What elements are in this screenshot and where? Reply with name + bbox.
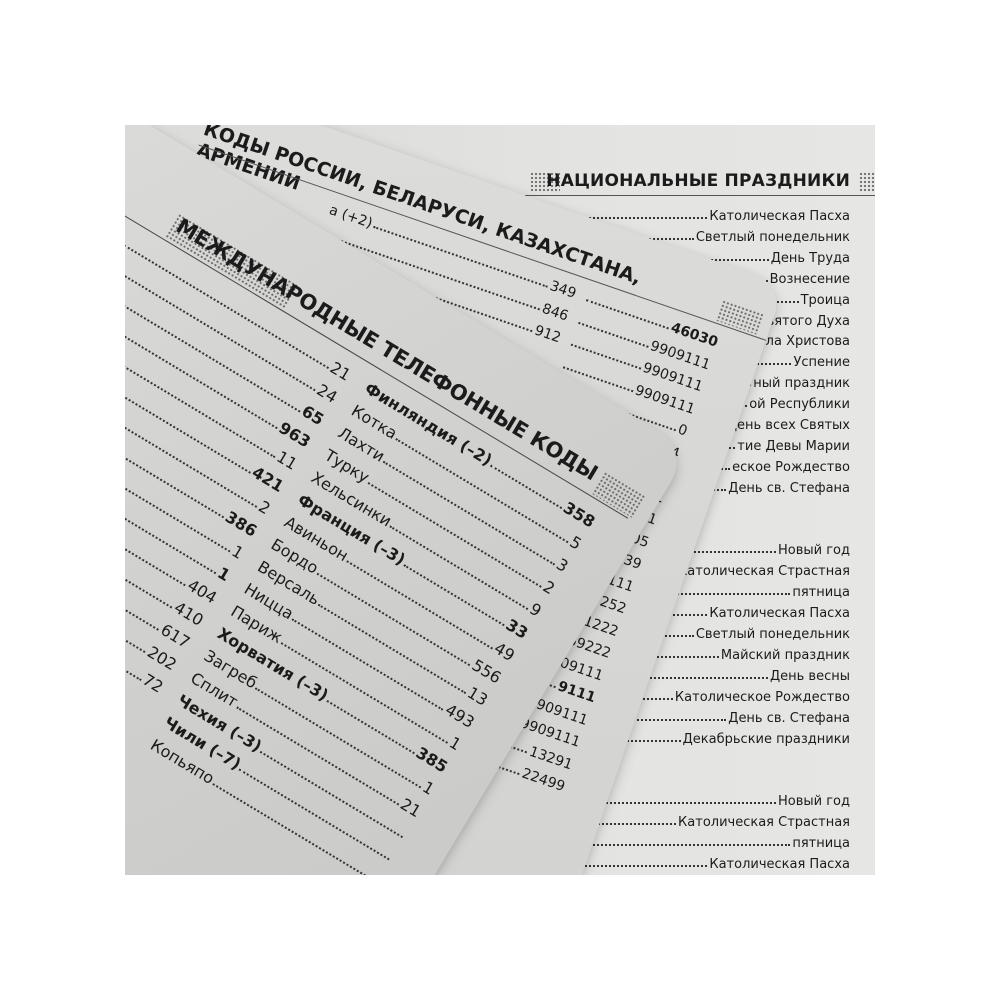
phone-code: 9: [526, 599, 545, 621]
holiday-name: Католическая Страстная: [678, 815, 850, 831]
list-item: пятница: [520, 833, 850, 851]
front-page-sheet: [125, 125, 677, 875]
holiday-name: пятница: [792, 836, 850, 851]
phone-code: 1: [445, 732, 465, 755]
phone-code: 72: [139, 669, 167, 697]
holiday-name: Католическая Пасха: [709, 209, 850, 224]
holiday-name: Декабрьские праздники: [682, 731, 850, 747]
holiday-name: Успение: [793, 355, 850, 371]
holiday-name: Католическая Пасха: [709, 606, 850, 622]
title-underline: [525, 195, 875, 196]
phone-code: 5: [566, 532, 585, 554]
list-item: Новый год: [520, 791, 850, 809]
phone-code: 3: [553, 554, 572, 576]
holiday-name: Католическая Пасха: [709, 856, 850, 872]
phone-code: 2: [255, 496, 274, 519]
holiday-name: Светлый понедельник: [695, 229, 850, 245]
holiday-name: День св. Стефана: [728, 480, 850, 496]
dot-pattern: [530, 172, 560, 192]
holiday-name: День всех Святых: [726, 418, 850, 433]
holiday-name: Новый год: [777, 794, 850, 810]
dot-pattern: [859, 172, 875, 192]
page-title: НАЦИОНАЛЬНЫЕ ПРАЗДНИКИ: [546, 171, 850, 191]
front-page-paper: [125, 125, 677, 875]
holiday-name: ела Христова: [757, 334, 850, 350]
photo-of-booklet-pages: НАЦИОНАЛЬНЫЕ ПРАЗДНИКИ Католическая Пасх…: [125, 125, 875, 875]
phone-code: 1: [228, 541, 247, 563]
holiday-name: ный праздник: [753, 376, 850, 392]
holiday-name: Католическое Рождество: [674, 689, 850, 705]
holiday-name: Католическая Страстная: [678, 564, 850, 580]
holiday-name: Светлый понедельник: [695, 627, 850, 642]
holiday-name: вятого Духа: [766, 313, 850, 329]
dot-leader: [522, 864, 708, 867]
holiday-name: ой Республики: [749, 397, 850, 413]
holiday-name: Вознесение: [769, 271, 850, 287]
holiday-name: тие Девы Марии: [737, 438, 850, 454]
list-item: Католическая Пасха: [520, 854, 850, 872]
dot-leader: [522, 217, 708, 219]
phone-code: 2: [539, 576, 559, 599]
holiday-name: День весны: [769, 668, 850, 684]
phone-code: 1: [214, 563, 234, 586]
dot-leader: [522, 802, 776, 805]
holiday-name: Майский праздник: [720, 647, 850, 663]
holiday-name: еское Рождество: [732, 459, 850, 475]
holiday-name: пятница: [792, 585, 850, 601]
holiday-name: День св. Стефана: [728, 710, 850, 726]
list-item: Католическая Пасха: [520, 206, 850, 224]
phone-code: 1: [419, 777, 438, 799]
holiday-name: Троица: [800, 292, 850, 308]
dot-leader: [522, 844, 791, 846]
holiday-name: Новый год: [777, 543, 850, 559]
dot-pattern: [591, 471, 647, 519]
holiday-name: День Труда: [770, 250, 850, 266]
